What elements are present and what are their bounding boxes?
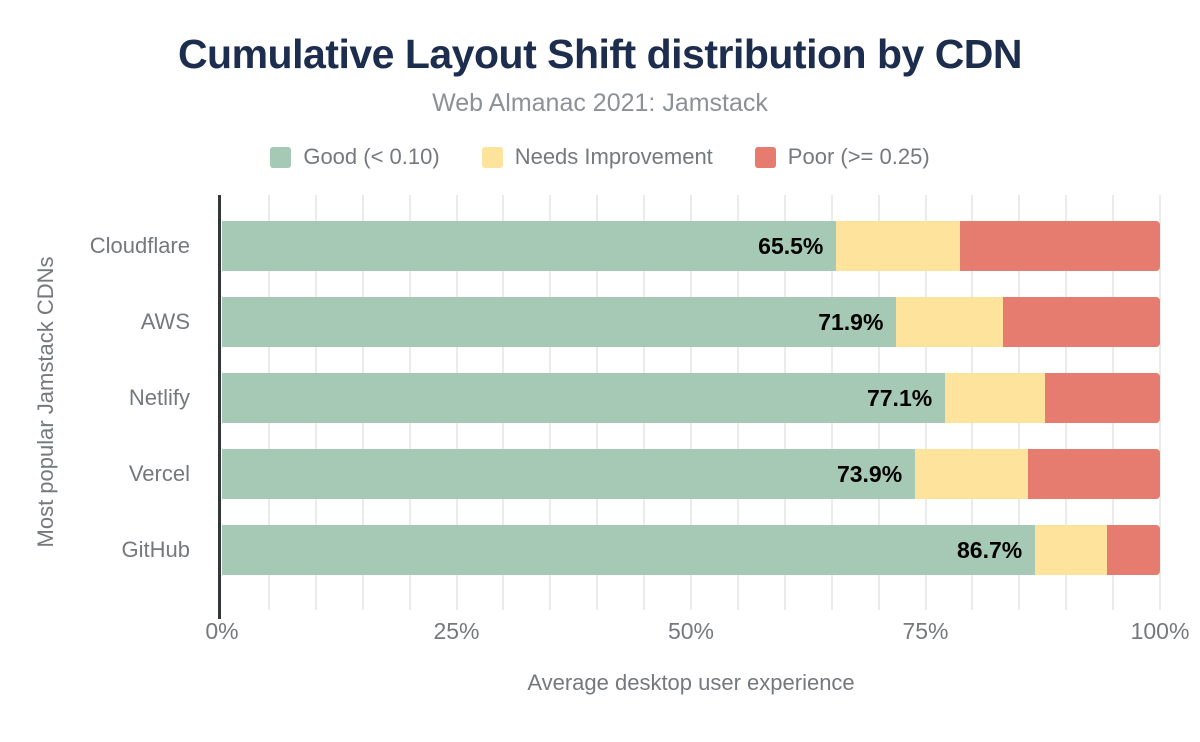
legend-item-needs-improvement-legend: Needs Improvement — [481, 144, 713, 170]
gridline-90 — [1065, 195, 1068, 610]
x-tick-0: 0% — [205, 618, 239, 644]
bar-segment-github-good — [222, 525, 1036, 575]
gridline-20 — [408, 195, 411, 610]
gridline-50 — [690, 195, 692, 610]
gridline-85 — [1018, 195, 1021, 610]
bar-row-aws: 71.9% — [222, 297, 1160, 347]
gridline-95 — [1112, 195, 1115, 610]
poor-legend-swatch-icon — [754, 146, 776, 168]
legend-item-poor-legend: Poor (>= 0.25) — [754, 144, 930, 170]
bar-row-netlify: 77.1% — [222, 373, 1160, 423]
bar-segment-aws-poor — [1003, 297, 1160, 347]
category-label-github: GitHub — [121, 537, 190, 562]
gridline-75 — [924, 195, 927, 610]
bar-segment-netlify-good — [222, 373, 946, 423]
bar-value-label: 71.9% — [818, 309, 884, 335]
bar-segment-aws-good — [222, 297, 897, 347]
category-label-cloudflare: Cloudflare — [89, 233, 190, 258]
gridline-60 — [783, 195, 786, 610]
category-label-netlify: Netlify — [128, 385, 190, 410]
category-label-vercel: Vercel — [128, 461, 190, 486]
gridline-80 — [971, 195, 974, 610]
bar-segment-vercel-poor — [1027, 449, 1160, 499]
legend-label: Poor (>= 0.25) — [787, 144, 930, 170]
category-label-aws: AWS — [140, 309, 190, 334]
y-axis-category-labels: Cloudflare AWS Netlify Vercel GitHub — [0, 195, 206, 610]
gridline-15 — [361, 195, 364, 610]
x-tick-25: 25% — [433, 618, 480, 644]
y-axis-line — [218, 195, 221, 610]
bar-segment-vercel-needs-improvement — [915, 449, 1028, 499]
chart-legend: Good (< 0.10) Needs Improvement Poor (>= 0… — [0, 142, 1200, 172]
chart-subtitle: Web Almanac 2021: Jamstack — [432, 89, 768, 118]
bar-value-label: 73.9% — [836, 461, 903, 487]
bar-segment-aws-needs-improvement — [896, 297, 1004, 347]
legend-label: Good (< 0.10) — [303, 144, 440, 170]
gridline-70 — [877, 195, 880, 610]
legend-label: Needs Improvement — [514, 144, 713, 170]
bar-segment-netlify-poor — [1044, 373, 1160, 423]
gridline-30 — [502, 195, 505, 610]
x-axis-tick-labels: 0% 25% 50% 75% 100% — [205, 618, 1189, 646]
chart-title: Cumulative Layout Shift distribution by … — [177, 31, 1023, 77]
bar-row-vercel: 73.9% — [222, 449, 1160, 499]
bar-segment-cloudflare-needs-improvement — [836, 221, 961, 271]
bar-segment-cloudflare-good — [222, 221, 837, 271]
gridline-25 — [455, 195, 458, 610]
gridline-40 — [596, 195, 599, 610]
good-legend-swatch-icon — [270, 146, 292, 168]
gridline-65 — [830, 195, 833, 610]
plot-area: 65.5% 71.9% 77.1% 73.9% 86.7% — [218, 195, 1161, 619]
legend-item-good-legend: Good (< 0.10) — [270, 144, 440, 170]
bar-row-github: 86.7% — [222, 525, 1160, 575]
bar-value-label: 86.7% — [957, 537, 1023, 563]
needs-improvement-legend-swatch-icon — [481, 146, 503, 168]
gridline-100 — [1159, 195, 1161, 610]
x-axis-title: Average desktop user experience — [527, 670, 855, 695]
gridline-55 — [736, 195, 739, 610]
gridline-5 — [267, 195, 270, 610]
bar-segment-github-poor — [1106, 525, 1160, 575]
bar-segment-cloudflare-poor — [960, 221, 1160, 271]
x-tick-75: 75% — [902, 618, 949, 644]
x-tick-50: 50% — [667, 618, 715, 644]
bar-value-label: 77.1% — [866, 385, 933, 411]
bar-row-cloudflare: 65.5% — [222, 221, 1160, 271]
gridline-45 — [643, 195, 646, 610]
gridline-10 — [314, 195, 317, 610]
x-tick-100: 100% — [1130, 618, 1190, 644]
x-axis-zero-tick — [218, 610, 221, 619]
bar-value-label: 65.5% — [758, 233, 824, 259]
bar-segment-netlify-needs-improvement — [945, 373, 1045, 423]
bar-segment-vercel-good — [222, 449, 916, 499]
y-axis-title: Most popular Jamstack CDNs — [33, 256, 58, 548]
bar-segment-github-needs-improvement — [1035, 525, 1107, 575]
gridline-35 — [549, 195, 552, 610]
